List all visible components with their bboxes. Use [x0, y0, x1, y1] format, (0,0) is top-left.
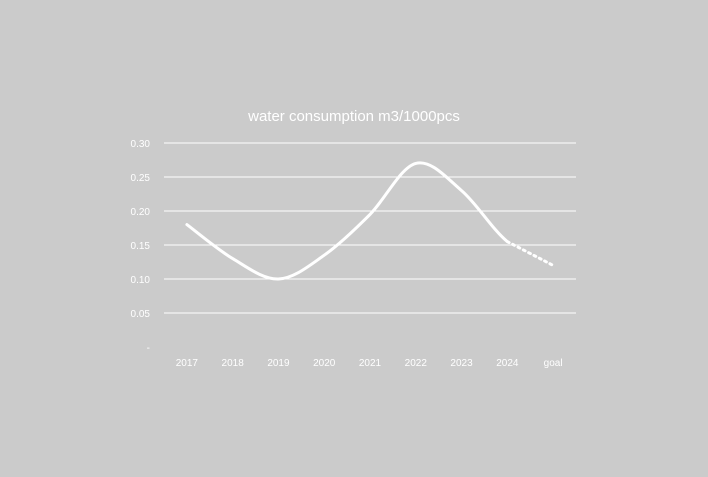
x-tick-label: 2019 [267, 358, 290, 369]
y-tick-label: 0.30 [131, 139, 151, 150]
x-tick-label: 2021 [359, 358, 382, 369]
x-tick-label: 2022 [405, 358, 428, 369]
gridlines [164, 142, 576, 314]
x-tick-label: 2023 [450, 358, 473, 369]
x-axis-ticks: 2017 2018 2019 2020 2021 2022 2023 2024 goal [176, 358, 563, 369]
y-tick-label: 0.25 [131, 173, 151, 184]
x-tick-label: 2017 [176, 358, 199, 369]
x-tick-label: 2024 [496, 358, 519, 369]
x-tick-label: 2020 [313, 358, 336, 369]
y-tick-label: 0.10 [131, 275, 151, 286]
y-axis-ticks: - 0.05 0.10 0.15 0.20 0.25 0.30 [131, 139, 151, 354]
y-tick-label: - [147, 343, 150, 354]
series-lines [185, 161, 555, 281]
y-tick-label: 0.15 [131, 241, 151, 252]
y-tick-label: 0.05 [131, 309, 151, 320]
x-tick-label: goal [544, 358, 563, 369]
x-tick-label: 2018 [222, 358, 245, 369]
series-line [185, 161, 509, 281]
series-goal-segment [505, 240, 555, 267]
y-tick-label: 0.20 [131, 207, 151, 218]
chart-title: water consumption m3/1000pcs [247, 108, 460, 125]
